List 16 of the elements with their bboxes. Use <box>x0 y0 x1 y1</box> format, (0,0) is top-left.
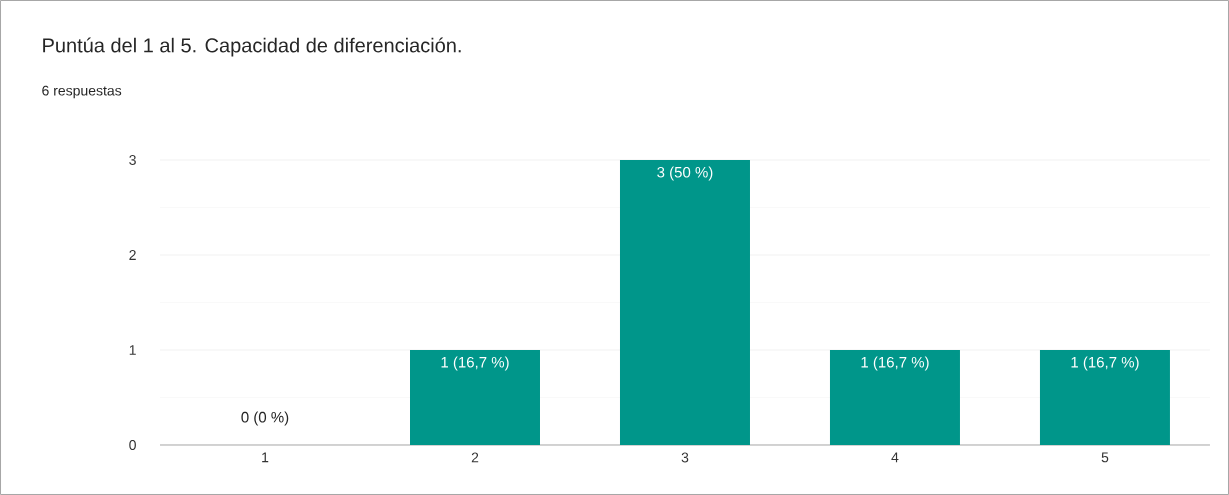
chart-title: Puntúa del 1 al 5. Capacidad de diferenciación. <box>43 37 461 57</box>
y-tick-label: 2 <box>129 250 136 260</box>
x-tick-label: 3 <box>681 452 689 463</box>
y-tick-label: 3 <box>129 155 136 165</box>
data-label: 1 (16,7 %) <box>441 356 509 371</box>
data-label: 1 (16,7 %) <box>861 356 929 371</box>
x-tick-label: 5 <box>1101 452 1109 463</box>
x-tick-label: 1 <box>262 452 269 463</box>
y-tick-label: 1 <box>129 345 136 355</box>
x-tick-label: 4 <box>891 452 899 463</box>
data-label: 3 (50 %) <box>657 166 713 181</box>
chart-subtitle: 6 respuestas <box>42 85 122 99</box>
data-label: 1 (16,7 %) <box>1071 356 1139 371</box>
y-tick-label: 0 <box>129 440 136 450</box>
data-label: 0 (0 %) <box>241 411 289 426</box>
x-tick-label: 2 <box>471 452 479 463</box>
